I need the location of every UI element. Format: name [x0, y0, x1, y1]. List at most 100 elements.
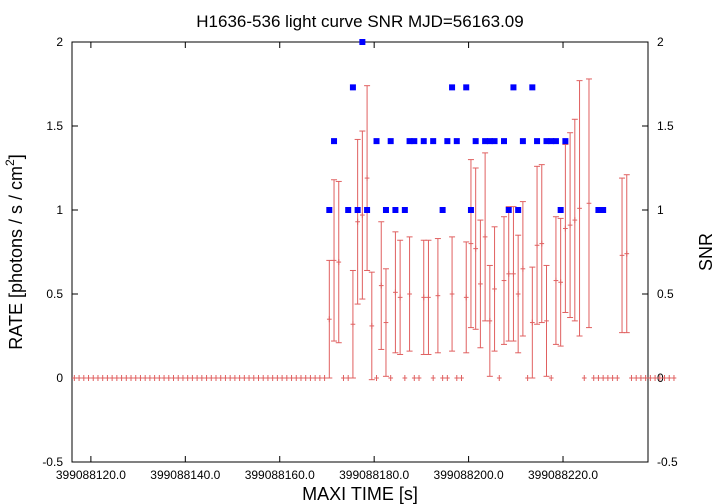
- rate-point: [525, 375, 530, 381]
- rate-point: [519, 201, 526, 337]
- rate-point: [619, 177, 626, 334]
- snr-point: [411, 138, 418, 145]
- rate-point: [232, 375, 238, 381]
- snr-point: [420, 138, 427, 145]
- rate-point: [472, 167, 479, 330]
- rate-point: [90, 375, 96, 381]
- y-axis-label-end: ]: [6, 154, 26, 159]
- y-tick-label: 0.5: [46, 287, 63, 301]
- rate-point: [270, 375, 276, 381]
- rate-point: [72, 375, 77, 381]
- snr-point: [562, 138, 569, 145]
- rate-point: [652, 375, 658, 381]
- rate-point: [293, 375, 299, 381]
- y-tick-label: 1: [56, 203, 63, 217]
- rate-point: [251, 375, 257, 381]
- rate-point: [119, 375, 124, 381]
- rate-point: [392, 231, 399, 354]
- rate-point: [241, 375, 247, 381]
- rate-point: [430, 375, 436, 381]
- snr-point: [557, 207, 564, 213]
- rate-point: [364, 85, 371, 271]
- y-tick-label: -0.5: [42, 455, 63, 469]
- rate-point: [382, 268, 389, 377]
- rate-point: [605, 375, 611, 381]
- rate-point: [303, 375, 309, 381]
- rate-point: [171, 375, 176, 381]
- rate-point: [354, 138, 361, 305]
- rate-point: [629, 375, 634, 381]
- rate-point: [444, 375, 450, 381]
- rate-point: [482, 152, 489, 322]
- rate-point: [402, 375, 408, 381]
- rate-point: [190, 375, 195, 381]
- rate-point: [199, 375, 205, 381]
- rate-point: [265, 375, 271, 381]
- snr-point: [600, 207, 607, 213]
- rate-point: [397, 239, 404, 355]
- rate-series: [72, 78, 677, 381]
- rate-point: [237, 375, 242, 381]
- snr-point: [430, 138, 437, 145]
- snr-point: [387, 138, 394, 145]
- rate-point: [440, 375, 445, 381]
- rate-point: [557, 217, 564, 347]
- x-axis-label: MAXI TIME [s]: [302, 484, 418, 504]
- rate-point: [425, 239, 432, 355]
- rate-point: [246, 375, 252, 381]
- y-axis-label-sup: 2: [3, 159, 17, 166]
- snr-point: [595, 207, 602, 213]
- rate-point: [567, 132, 574, 319]
- rate-point: [643, 375, 648, 381]
- snr-point: [543, 138, 550, 145]
- rate-point: [256, 375, 261, 381]
- snr-point: [392, 207, 399, 213]
- rate-point: [204, 375, 209, 381]
- rate-point: [416, 375, 422, 381]
- snr-point: [349, 84, 356, 91]
- snr-point: [501, 138, 507, 145]
- snr-point: [326, 207, 333, 213]
- rate-point: [576, 80, 583, 337]
- rate-point: [623, 174, 630, 334]
- rate-point: [510, 206, 517, 342]
- rate-point: [194, 375, 200, 381]
- rate-point: [133, 375, 139, 381]
- snr-point: [491, 138, 498, 145]
- rate-point: [633, 375, 639, 381]
- x-tick-label: 399088220.0: [528, 468, 598, 482]
- rate-point: [308, 375, 313, 381]
- rate-point: [100, 375, 106, 381]
- rate-point: [138, 375, 143, 381]
- rate-point: [223, 375, 228, 381]
- rate-point: [180, 375, 186, 381]
- y-tick-label: 0: [56, 371, 63, 385]
- snr-point: [439, 207, 446, 213]
- x-tick-label: 399088200.0: [434, 468, 504, 482]
- rate-point: [109, 375, 115, 381]
- x-tick-label: 399088120.0: [56, 468, 126, 482]
- rate-point: [166, 375, 172, 381]
- rate-point: [95, 375, 101, 381]
- snr-point: [529, 84, 536, 91]
- rate-point: [152, 375, 157, 381]
- y2-tick-label: -0.5: [657, 455, 678, 469]
- x-tick-label: 399088180.0: [339, 468, 409, 482]
- rate-point: [562, 143, 569, 313]
- snr-point: [354, 207, 361, 213]
- rate-point: [279, 375, 285, 381]
- rate-point: [317, 375, 323, 381]
- rate-point: [581, 375, 587, 381]
- rate-point: [496, 375, 502, 381]
- snr-point: [331, 138, 338, 145]
- rate-point: [86, 375, 91, 381]
- rate-point: [529, 266, 536, 379]
- rate-point: [374, 375, 379, 381]
- rate-point: [275, 375, 280, 381]
- x-tick-label: 399088140.0: [150, 468, 220, 482]
- rate-point: [491, 226, 498, 352]
- snr-point: [359, 39, 366, 45]
- y-axis-ticks: -0.5 0 0.5 1 1.5 2: [42, 35, 78, 469]
- snr-point: [382, 207, 389, 213]
